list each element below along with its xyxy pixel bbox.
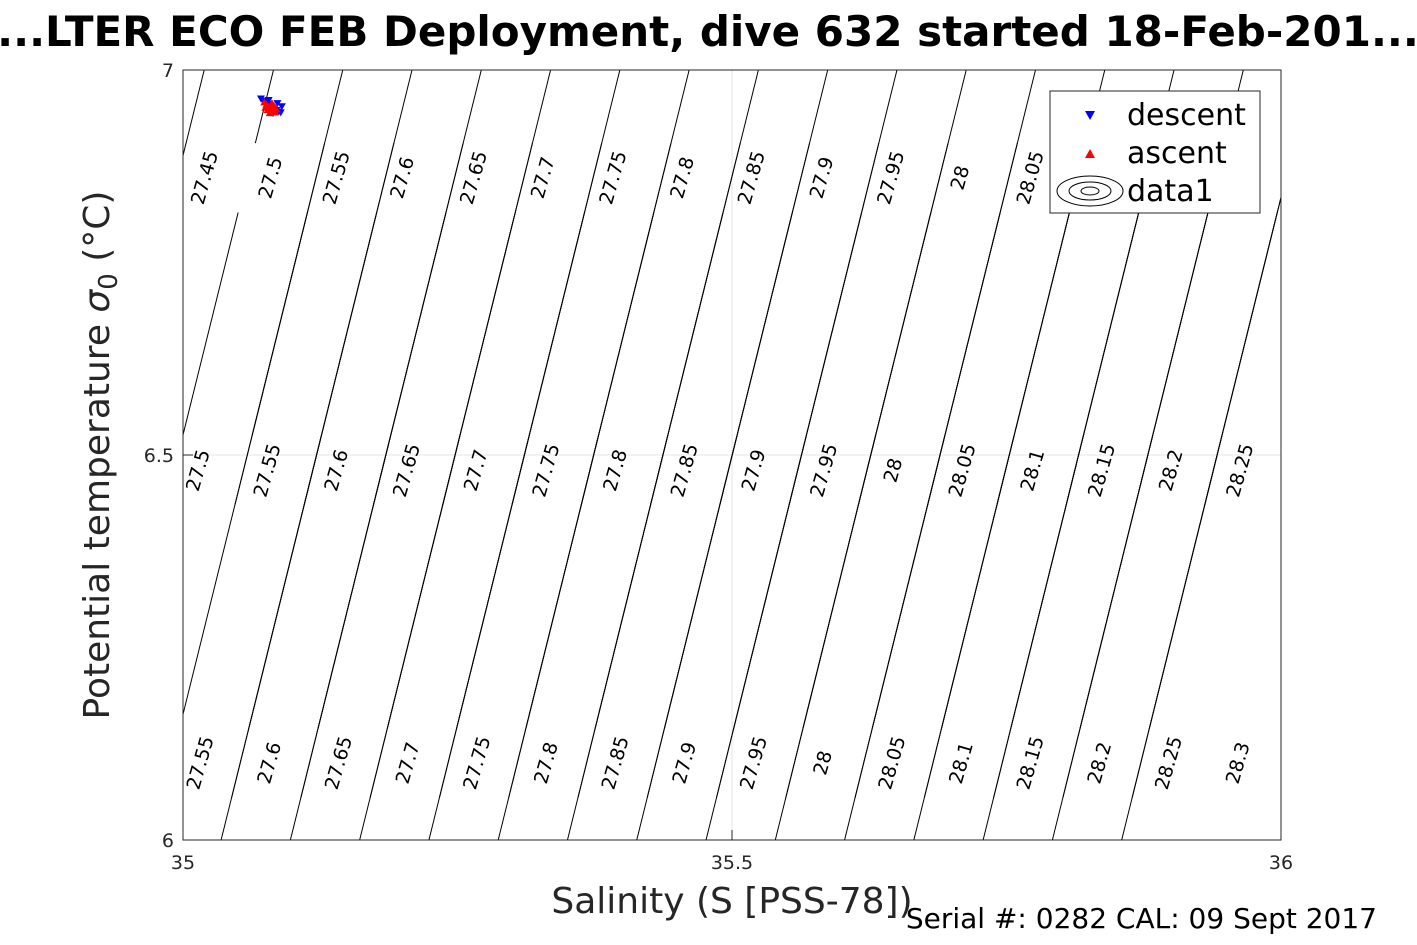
isopycnal-line (1148, 195, 1281, 729)
y-tick-label: 7 (162, 60, 174, 82)
descent-point (273, 100, 282, 108)
isopycnal-line (733, 70, 898, 729)
descent-point (277, 103, 286, 111)
data-points (256, 95, 286, 118)
isopycnal-line (663, 70, 829, 729)
isopycnal-line (251, 70, 344, 436)
isopycnal-line (386, 70, 552, 729)
chart-title: ...LTER ECO FEB Deployment, dive 632 sta… (0, 7, 1417, 56)
y-axis-ticks: 66.57 (144, 60, 193, 852)
ascent-point (272, 105, 281, 113)
x-axis-ticks: 35 35.5 36 (171, 830, 1293, 874)
legend-data1-label: data1 (1127, 174, 1214, 209)
isopycnal-line (871, 70, 1037, 729)
descent-point (264, 97, 273, 105)
isopycnal-line (802, 70, 967, 729)
y-axis-label: Potential temperature σ0 (°C) (77, 191, 124, 720)
legend-descent-label: descent (1127, 98, 1246, 133)
isopycnal-line (594, 70, 759, 729)
legend-box (1049, 90, 1261, 214)
isopycnal-line (183, 212, 239, 437)
x-tick-label: 35.5 (711, 852, 753, 874)
x-axis-label: Salinity (S [PSS-78]) (551, 881, 912, 922)
legend-ascent-marker (1085, 149, 1095, 158)
y-tick-label: 6.5 (144, 445, 174, 467)
legend: descent ascent data1 (1049, 90, 1261, 214)
legend-contour-icon (1056, 175, 1124, 207)
isopycnal-line (248, 70, 413, 729)
isopycnal-line (525, 70, 690, 729)
isopycnal-line (317, 70, 482, 729)
isopycnal-line (0, 32, 144, 879)
ascent-point (261, 103, 270, 111)
legend-ascent-label: ascent (1127, 136, 1227, 171)
isopycnal-line (254, 70, 274, 144)
isopycnal-line (456, 70, 621, 729)
x-tick-label: 35 (171, 852, 195, 874)
serial-cal-footer: Serial #: 0282 CAL: 09 Sept 2017 (906, 902, 1377, 935)
y-tick-label: 6 (162, 830, 174, 852)
x-tick-label: 36 (1269, 852, 1293, 874)
legend-descent-marker (1085, 111, 1095, 120)
